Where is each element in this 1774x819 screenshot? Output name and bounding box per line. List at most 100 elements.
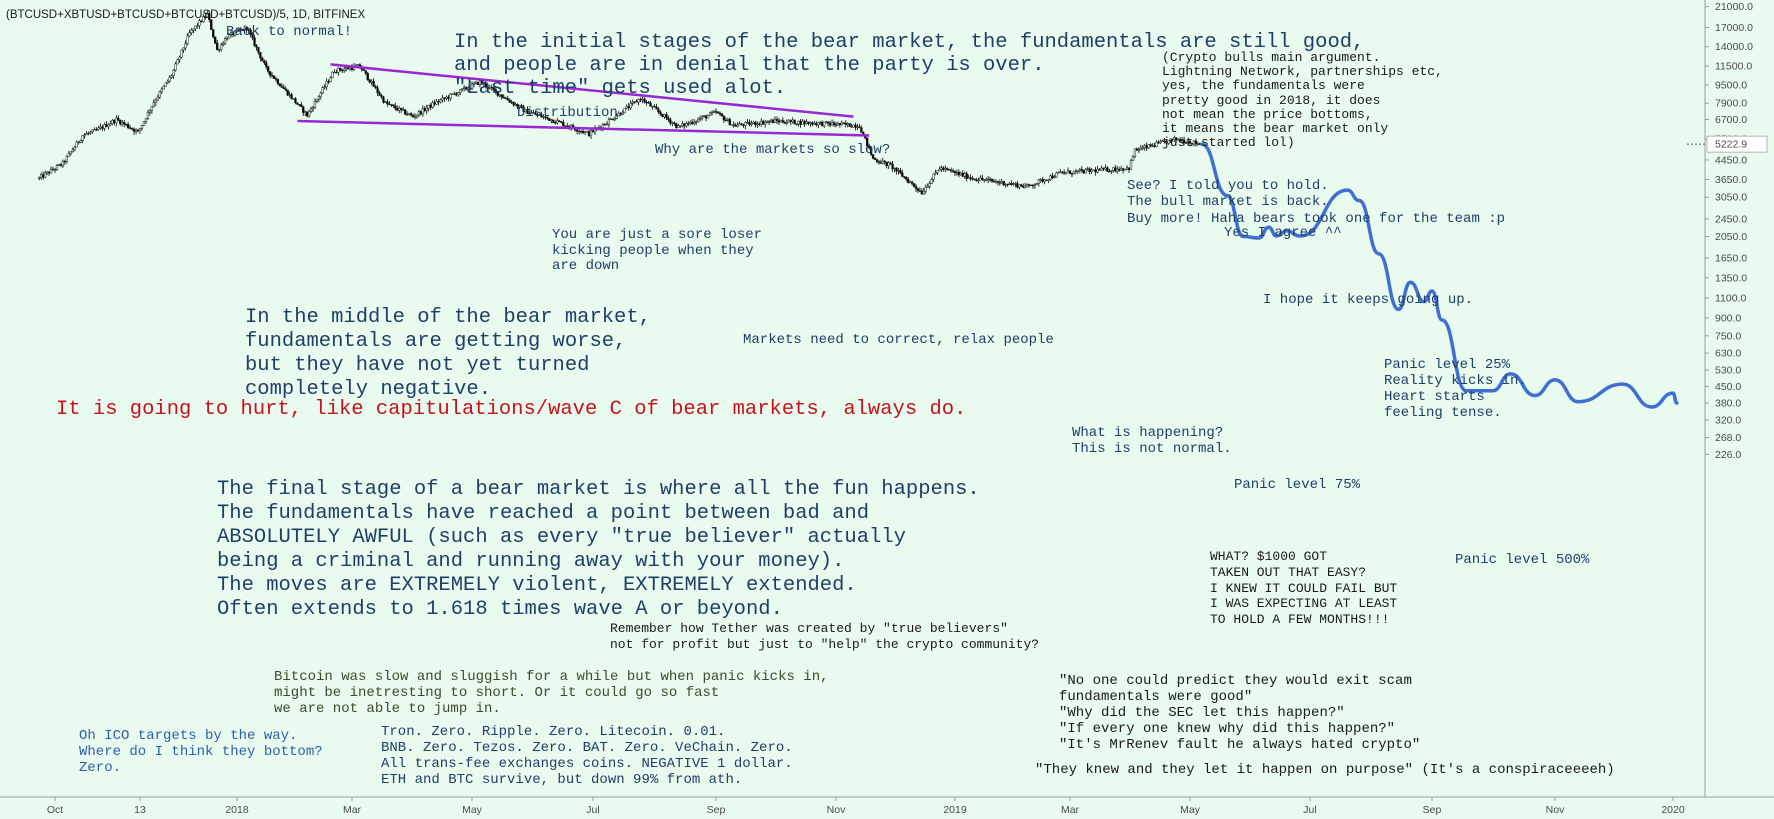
candle — [376, 85, 379, 96]
candle — [871, 154, 875, 160]
candle — [190, 28, 193, 35]
x-tick-label: Sep — [1423, 804, 1442, 816]
candle — [1053, 174, 1056, 179]
note-markets-correct: Markets need to correct, relax people — [743, 332, 1054, 348]
candle — [158, 90, 161, 99]
candle — [508, 98, 511, 104]
candle — [443, 97, 446, 102]
candle — [1114, 164, 1117, 173]
y-tick-label: 3050.0 — [1715, 192, 1747, 204]
y-tick-label: 1350.0 — [1715, 272, 1747, 284]
note-final-stage: The final stage of a bear market is wher… — [217, 478, 980, 621]
candle — [459, 89, 462, 96]
candle — [748, 119, 751, 127]
candle — [196, 22, 199, 29]
candle — [832, 120, 836, 128]
candle — [1068, 170, 1072, 175]
candle — [43, 170, 47, 179]
candle — [683, 122, 686, 129]
candle — [445, 95, 448, 101]
note-they-knew: "They knew and they let it happen on pur… — [1035, 762, 1615, 778]
candle — [117, 115, 120, 122]
candle — [409, 111, 413, 117]
candle — [259, 51, 262, 62]
candle — [671, 121, 674, 127]
y-tick-label: 9500.0 — [1715, 80, 1747, 92]
candle — [946, 167, 949, 172]
candle — [996, 180, 1000, 186]
candle — [877, 159, 881, 165]
candle — [302, 105, 305, 116]
candle — [840, 120, 844, 126]
trendline[interactable] — [330, 63, 854, 118]
candle — [724, 117, 727, 122]
candle — [105, 121, 108, 128]
candle — [1035, 182, 1039, 185]
candle — [506, 95, 509, 101]
candle — [838, 123, 842, 128]
candle — [1070, 172, 1074, 178]
candle — [1194, 138, 1198, 147]
candle — [1149, 143, 1152, 148]
candle — [1157, 139, 1160, 144]
candle — [97, 125, 100, 131]
candle — [975, 178, 978, 182]
candle — [623, 107, 626, 114]
candle — [270, 72, 274, 79]
candle — [278, 83, 282, 87]
candle — [998, 179, 1001, 186]
price-axis: 21000.0 17000.0 14000.0 11500.0 9500.0 7900.0… — [1687, 0, 1768, 797]
candle — [331, 71, 334, 79]
candle — [607, 117, 611, 128]
candle — [1096, 165, 1099, 174]
candle — [621, 109, 624, 116]
candle — [315, 98, 319, 104]
note-tron: Tron. Zero. Ripple. Zero. Litecoin. 0.01… — [381, 724, 793, 788]
candle — [947, 169, 951, 171]
candle — [210, 19, 213, 31]
candle — [577, 129, 581, 135]
candle — [985, 177, 988, 182]
candle — [1137, 147, 1141, 154]
candle — [564, 125, 567, 127]
symbol-legend[interactable]: (BTCUSD+XBTUSD+BTCUSD+BTCUSD+BTCUSD)/5, … — [6, 9, 366, 21]
candle — [875, 158, 879, 164]
candle — [216, 39, 219, 51]
candle — [1012, 182, 1015, 186]
candle — [744, 121, 747, 130]
candle — [685, 121, 688, 128]
candle — [850, 123, 853, 128]
candle — [298, 104, 301, 107]
candle — [441, 94, 444, 103]
trendline[interactable] — [297, 119, 870, 137]
candle — [1080, 166, 1083, 173]
candle — [142, 120, 146, 126]
note-why-slow: Why are the markets so slow? — [655, 142, 891, 158]
projection-path[interactable] — [1200, 142, 1679, 409]
candle — [136, 128, 140, 133]
candle — [734, 122, 737, 127]
candle — [69, 151, 72, 156]
candle — [89, 130, 92, 135]
candle — [1167, 139, 1170, 145]
candle — [140, 124, 144, 131]
candle — [591, 129, 595, 133]
candle — [323, 83, 326, 90]
candle — [1106, 166, 1109, 173]
x-tick-label: 2020 — [1661, 804, 1685, 816]
candle — [815, 121, 818, 127]
candle — [979, 175, 982, 181]
candle — [750, 120, 753, 127]
candle — [885, 161, 888, 169]
candle — [714, 108, 718, 115]
candle — [1086, 166, 1089, 172]
candle — [425, 104, 428, 115]
candle — [180, 49, 183, 59]
y-tick-label: 2050.0 — [1715, 231, 1747, 243]
candle — [667, 115, 670, 122]
candle — [417, 109, 421, 118]
note-hurt: It is going to hurt, like capitulations/… — [56, 398, 967, 421]
candle — [661, 113, 664, 118]
